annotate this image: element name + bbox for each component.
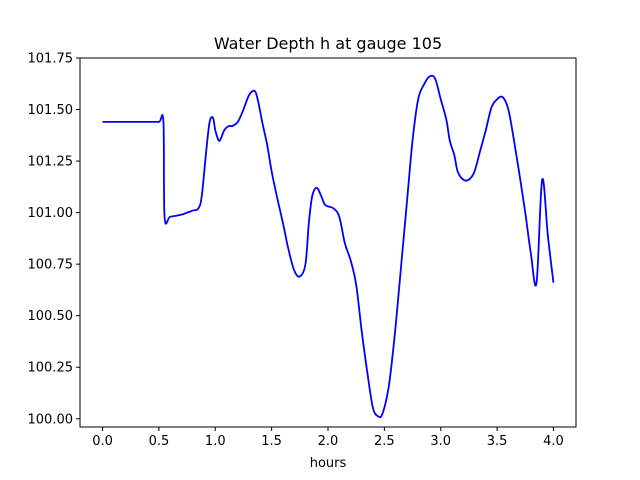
y-tick-label: 100.50: [28, 309, 74, 324]
y-tick-label: 101.75: [28, 52, 74, 67]
x-tick-label: 2.0: [318, 434, 339, 449]
x-axis: 0.0 0.5 1.0 1.5 2.0 2.5 3.0 3.5 4.0: [92, 427, 564, 449]
x-tick-label: 4.0: [543, 434, 564, 449]
y-tick-label: 100.75: [28, 258, 74, 273]
chart-title: Water Depth h at gauge 105: [214, 34, 442, 53]
x-tick-label: 0.0: [92, 434, 113, 449]
y-axis: 100.00 100.25 100.50 100.75 101.00 101.25 101.…: [28, 52, 80, 427]
y-tick-label: 101.50: [28, 103, 74, 118]
y-tick-label: 101.00: [28, 206, 74, 221]
x-tick-label: 2.5: [374, 434, 395, 449]
x-tick-label: 3.5: [487, 434, 508, 449]
series-line-0: [102, 74, 555, 419]
x-tick-label: 1.5: [261, 434, 282, 449]
y-tick-label: 100.00: [28, 412, 74, 427]
plot-content: [102, 74, 555, 419]
y-tick-label: 100.25: [28, 361, 74, 376]
x-tick-label: 3.0: [430, 434, 451, 449]
x-tick-label: 1.0: [205, 434, 226, 449]
y-tick-label: 101.25: [28, 155, 74, 170]
x-axis-label: hours: [310, 456, 347, 471]
x-tick-label: 0.5: [149, 434, 170, 449]
